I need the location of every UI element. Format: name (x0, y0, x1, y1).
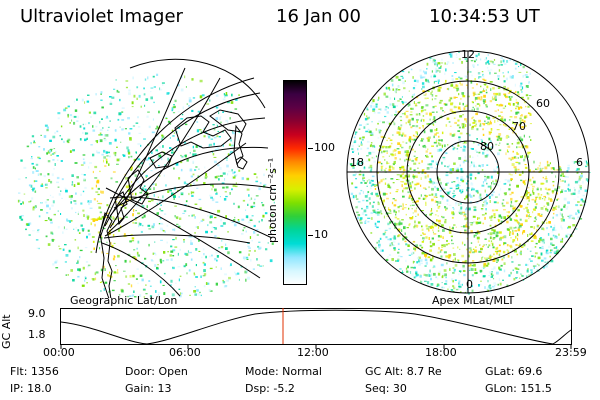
geo-latitude: GLat: 69.6 (485, 365, 543, 378)
polar-grid (346, 50, 590, 294)
timeline-tick-0600: 06:00 (169, 346, 201, 359)
lat-label-80: 80 (480, 140, 494, 153)
colorbar-unit-label: photon cm⁻²s⁻¹ (266, 157, 279, 243)
mlt-label-0: 0 (466, 278, 473, 291)
apex-polar-plot (346, 50, 591, 295)
dsp-value: Dsp: -5.2 (245, 382, 295, 395)
lat-label-70: 70 (512, 120, 526, 133)
date-label: 16 Jan 00 (276, 6, 361, 27)
aurora-oval-speckle (348, 51, 591, 295)
timeline-ylabel-min: 1.8 (28, 328, 46, 341)
mlt-label-18: 18 (350, 156, 364, 169)
altitude-curve (60, 309, 572, 345)
flight-number: Flt: 1356 (10, 365, 59, 378)
apex-panel-label: Apex MLat/MLT (432, 294, 515, 307)
geo-longitude: GLon: 151.5 (485, 382, 552, 395)
app-title: Ultraviolet Imager (20, 6, 183, 27)
door-status: Door: Open (125, 365, 188, 378)
lat-lon-grid (95, 58, 273, 297)
timeline-tick-2359: 23:59 (555, 346, 587, 359)
lat-label-60: 60 (536, 97, 550, 110)
geographic-panel-label: Geographic Lat/Lon (70, 294, 178, 307)
time-label: 10:34:53 UT (429, 6, 540, 27)
timeline-ticks (60, 344, 572, 349)
mlt-label-12: 12 (461, 48, 475, 61)
colorbar-ticks (308, 80, 314, 285)
gc-altitude: GC Alt: 8.7 Re (365, 365, 442, 378)
orbit-timeline (60, 308, 572, 349)
colorbar-tick-label-10: 10 (314, 228, 328, 241)
timeline-tick-0000: 00:00 (43, 346, 75, 359)
gain-value: Gain: 13 (125, 382, 172, 395)
sequence-number: Seq: 30 (365, 382, 407, 395)
coastline-outline (99, 109, 248, 298)
colorbar-tick-10 (308, 235, 313, 236)
geographic-image (17, 58, 275, 298)
mode-value: Mode: Normal (245, 365, 322, 378)
timeline-ylabel-max: 9.0 (28, 307, 46, 320)
ip-value: IP: 18.0 (10, 382, 52, 395)
mlt-label-6: 6 (576, 156, 583, 169)
colorbar-tick-100 (308, 148, 313, 149)
timeline-tick-1800: 18:00 (425, 346, 457, 359)
aurora-speckle (17, 73, 275, 298)
colorbar-tick-label-100: 100 (314, 141, 335, 154)
colorbar-gradient (283, 80, 307, 285)
timeline-tick-1200: 12:00 (297, 346, 329, 359)
timeline-axis-label: GC Alt (0, 314, 13, 349)
